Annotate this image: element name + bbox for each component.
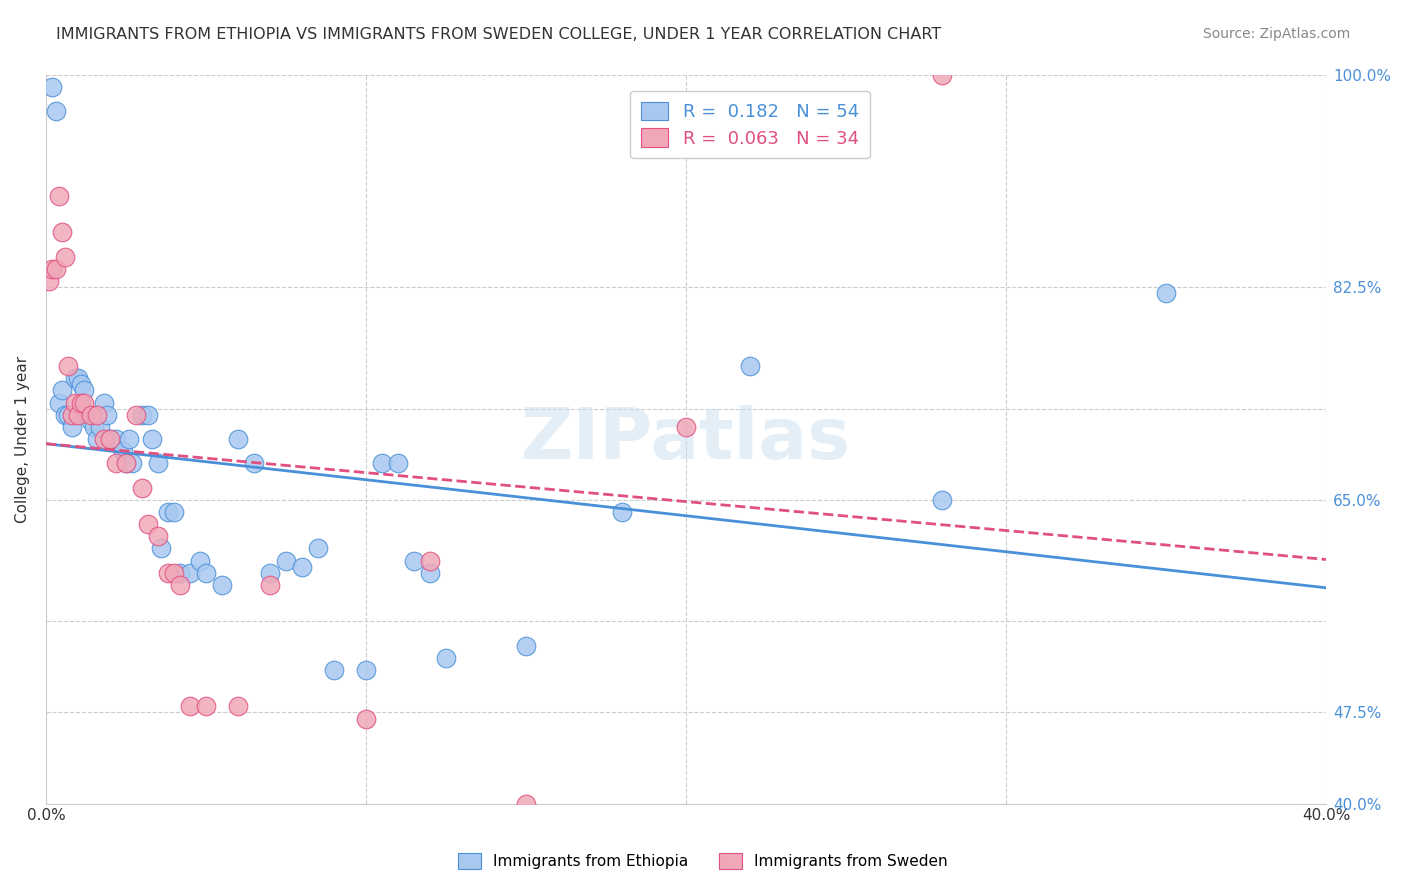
Point (124, 408, 146, 422)
Point (179, 699, 201, 714)
Point (150, 541, 173, 556)
Point (931, 68, 953, 82)
Point (70, 395, 93, 409)
Point (515, 639, 537, 653)
Point (66, 371, 89, 385)
Point (163, 505, 186, 519)
Point (80, 408, 103, 422)
Point (188, 553, 211, 567)
Point (38, 274, 60, 288)
Point (93, 395, 115, 409)
Point (195, 699, 218, 714)
Point (115, 456, 138, 470)
Point (41, 79, 63, 94)
Point (146, 529, 169, 543)
Point (86, 408, 108, 422)
Point (48, 395, 70, 409)
Text: Source: ZipAtlas.com: Source: ZipAtlas.com (1202, 27, 1350, 41)
Point (73, 395, 96, 409)
Point (89, 420, 111, 434)
Point (141, 432, 163, 446)
Point (58, 359, 80, 373)
Point (105, 432, 128, 446)
Point (76, 408, 98, 422)
Point (98, 432, 121, 446)
Point (45, 103, 67, 118)
Point (83, 420, 105, 434)
Point (675, 420, 697, 434)
Point (419, 566, 441, 580)
Point (169, 566, 191, 580)
Point (96, 408, 118, 422)
Point (259, 578, 281, 592)
Point (121, 456, 143, 470)
Point (58, 408, 80, 422)
Point (41, 262, 63, 277)
Point (402, 553, 425, 567)
Point (73, 384, 96, 398)
Point (63, 371, 86, 385)
Point (80, 414, 103, 428)
Point (243, 456, 266, 470)
Point (138, 517, 160, 532)
Point (53, 250, 76, 264)
Point (93, 432, 115, 446)
Point (66, 408, 89, 422)
Point (60, 420, 83, 434)
Point (163, 566, 186, 580)
Point (156, 566, 179, 580)
Point (105, 456, 128, 470)
Point (291, 559, 314, 574)
Point (86, 432, 108, 446)
Point (387, 456, 409, 470)
Legend: Immigrants from Ethiopia, Immigrants from Sweden: Immigrants from Ethiopia, Immigrants fro… (453, 847, 953, 875)
Point (98, 432, 121, 446)
Text: ZIPatlas: ZIPatlas (522, 405, 851, 474)
Point (138, 408, 160, 422)
Point (131, 481, 153, 495)
Point (179, 566, 201, 580)
Point (434, 650, 457, 665)
Point (1154, 286, 1177, 301)
Point (63, 395, 86, 409)
Point (45, 262, 67, 277)
Point (354, 712, 377, 726)
Point (226, 699, 249, 714)
Point (419, 553, 441, 567)
Point (111, 444, 134, 458)
Point (51, 384, 73, 398)
Point (323, 663, 346, 677)
Point (156, 505, 179, 519)
Point (226, 432, 249, 446)
Point (51, 226, 73, 240)
Point (738, 359, 761, 373)
Point (211, 578, 233, 592)
Point (307, 541, 329, 556)
Point (48, 189, 70, 203)
Point (115, 456, 138, 470)
Point (60, 408, 83, 422)
Point (169, 578, 191, 592)
Text: IMMIGRANTS FROM ETHIOPIA VS IMMIGRANTS FROM SWEDEN COLLEGE, UNDER 1 YEAR CORRELA: IMMIGRANTS FROM ETHIOPIA VS IMMIGRANTS F… (56, 27, 942, 42)
Point (118, 432, 141, 446)
Point (610, 505, 633, 519)
Point (274, 553, 297, 567)
Point (195, 566, 218, 580)
Point (354, 663, 377, 677)
Point (53, 408, 76, 422)
Point (146, 456, 169, 470)
Point (131, 408, 153, 422)
Point (70, 377, 93, 392)
Point (259, 566, 281, 580)
Point (371, 456, 394, 470)
Point (931, 492, 953, 507)
Y-axis label: College, Under 1 year: College, Under 1 year (15, 356, 30, 523)
Legend: R =  0.182   N = 54, R =  0.063   N = 34: R = 0.182 N = 54, R = 0.063 N = 34 (630, 91, 870, 159)
Point (515, 797, 537, 811)
